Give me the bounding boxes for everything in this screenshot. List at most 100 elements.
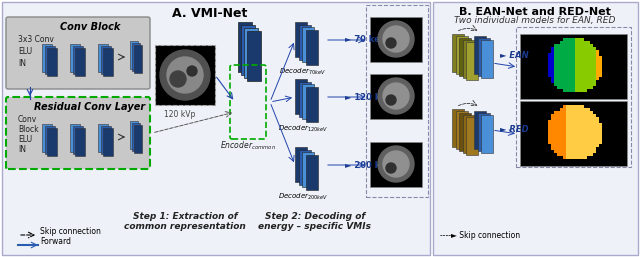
Bar — [584, 65, 587, 68]
Bar — [566, 83, 569, 86]
Bar — [563, 117, 566, 120]
Text: IN: IN — [18, 59, 26, 68]
FancyBboxPatch shape — [100, 46, 111, 74]
Bar — [548, 126, 551, 129]
Circle shape — [386, 38, 396, 48]
Bar — [590, 74, 593, 77]
Bar — [584, 111, 587, 114]
Bar — [566, 74, 569, 77]
Bar — [572, 108, 575, 111]
Bar — [572, 77, 575, 80]
Bar — [551, 77, 554, 80]
Bar — [587, 147, 590, 150]
Bar — [599, 129, 602, 132]
Bar — [575, 141, 578, 144]
Bar — [551, 123, 554, 126]
Bar — [593, 53, 596, 56]
Bar — [560, 62, 563, 65]
Bar — [575, 105, 578, 108]
Bar — [572, 123, 575, 126]
Bar — [566, 41, 569, 44]
Bar — [587, 123, 590, 126]
Bar — [551, 62, 554, 65]
Bar — [572, 129, 575, 132]
Bar — [596, 126, 599, 129]
Bar — [587, 44, 590, 47]
Bar — [578, 62, 581, 65]
Bar — [569, 44, 572, 47]
Bar — [548, 53, 551, 56]
Bar — [596, 120, 599, 123]
Bar — [578, 150, 581, 153]
Bar — [584, 123, 587, 126]
Text: ► 70 keV: ► 70 keV — [345, 35, 387, 44]
Bar — [560, 108, 563, 111]
FancyBboxPatch shape — [463, 40, 474, 78]
Bar — [584, 56, 587, 59]
Bar — [584, 77, 587, 80]
FancyBboxPatch shape — [132, 123, 140, 151]
Bar — [566, 105, 569, 108]
Bar — [587, 59, 590, 62]
Bar — [581, 156, 584, 159]
Bar — [593, 71, 596, 74]
Bar — [587, 144, 590, 147]
FancyBboxPatch shape — [244, 28, 258, 78]
Bar — [593, 120, 596, 123]
Bar — [575, 144, 578, 147]
FancyBboxPatch shape — [459, 113, 471, 151]
Bar — [593, 59, 596, 62]
Bar — [566, 144, 569, 147]
Bar — [557, 86, 560, 89]
Circle shape — [383, 151, 409, 177]
Bar — [599, 126, 602, 129]
Bar — [590, 120, 593, 123]
Bar — [587, 135, 590, 138]
Bar — [563, 141, 566, 144]
FancyBboxPatch shape — [433, 2, 638, 255]
FancyBboxPatch shape — [459, 38, 471, 76]
Bar — [593, 62, 596, 65]
Bar — [575, 71, 578, 74]
Bar — [584, 114, 587, 117]
Bar — [581, 83, 584, 86]
Bar — [563, 65, 566, 68]
Bar — [563, 135, 566, 138]
Bar — [572, 74, 575, 77]
Bar — [548, 65, 551, 68]
Bar — [566, 50, 569, 53]
FancyBboxPatch shape — [247, 31, 261, 81]
Bar — [575, 53, 578, 56]
Bar — [590, 147, 593, 150]
Bar — [575, 108, 578, 111]
Bar — [584, 53, 587, 56]
Bar — [569, 123, 572, 126]
Bar — [575, 123, 578, 126]
Bar — [578, 71, 581, 74]
Bar — [560, 132, 563, 135]
Bar — [590, 117, 593, 120]
Bar — [587, 71, 590, 74]
Bar — [557, 150, 560, 153]
Bar — [560, 153, 563, 156]
Bar — [590, 132, 593, 135]
Bar — [575, 138, 578, 141]
Bar — [551, 120, 554, 123]
Bar — [590, 141, 593, 144]
Bar — [569, 120, 572, 123]
FancyBboxPatch shape — [305, 154, 317, 189]
Bar — [569, 56, 572, 59]
Bar — [599, 135, 602, 138]
Text: $Decoder_{120keV}$: $Decoder_{120keV}$ — [278, 124, 328, 134]
Bar — [572, 53, 575, 56]
FancyBboxPatch shape — [75, 48, 85, 76]
FancyBboxPatch shape — [75, 128, 85, 156]
Bar — [575, 117, 578, 120]
Bar — [563, 74, 566, 77]
Bar — [569, 53, 572, 56]
Bar — [587, 41, 590, 44]
Bar — [563, 105, 566, 108]
Bar — [557, 120, 560, 123]
Bar — [560, 144, 563, 147]
Bar — [596, 68, 599, 71]
